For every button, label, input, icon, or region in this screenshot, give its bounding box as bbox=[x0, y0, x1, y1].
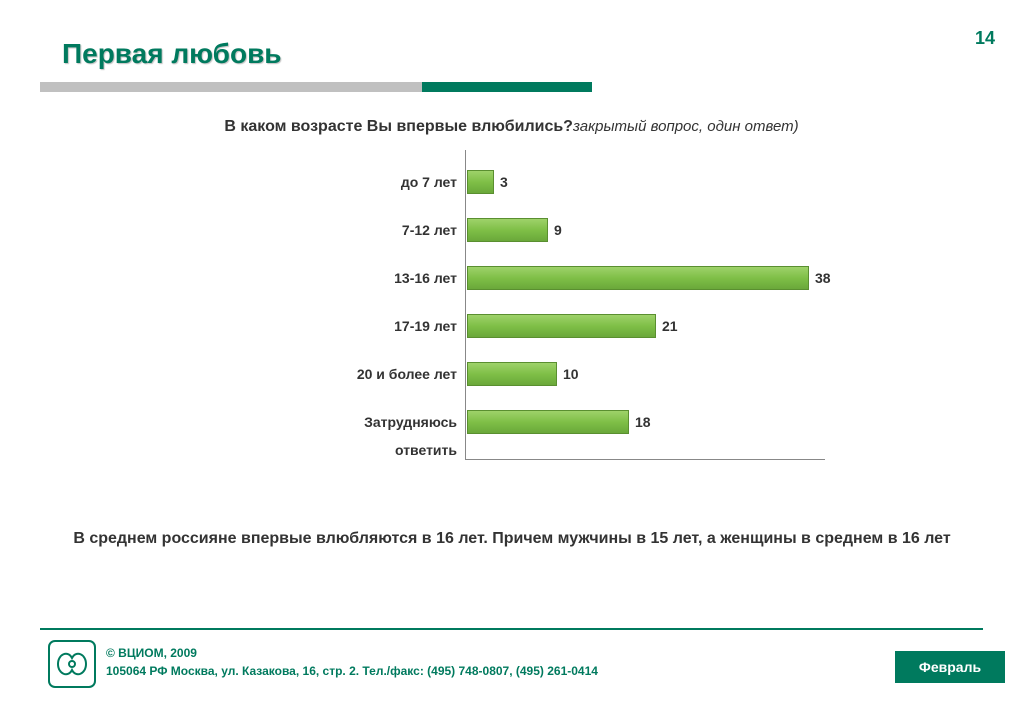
chart-row-label: до 7 лет bbox=[305, 168, 457, 196]
chart-row-value: 10 bbox=[563, 360, 579, 388]
chart-bar bbox=[467, 170, 494, 194]
vciom-logo-icon bbox=[48, 640, 96, 688]
title-underline bbox=[40, 82, 592, 92]
summary-text: В среднем россияне впервые влюбляются в … bbox=[62, 528, 962, 550]
chart-row-value: 18 bbox=[635, 408, 651, 436]
question-text: В каком возрасте Вы впервые влюбились?за… bbox=[0, 118, 1023, 136]
chart-axis-x bbox=[465, 459, 825, 460]
slide: 14 Первая любовь В каком возрасте Вы впе… bbox=[0, 0, 1023, 708]
chart-row-value: 3 bbox=[500, 168, 508, 196]
question-main: В каком возрасте Вы впервые влюбились? bbox=[224, 118, 573, 135]
chart-row-value: 9 bbox=[554, 216, 562, 244]
chart-row-value: 21 bbox=[662, 312, 678, 340]
chart-bar bbox=[467, 362, 557, 386]
underline-green bbox=[422, 82, 592, 92]
slide-title: Первая любовь bbox=[62, 38, 282, 70]
chart-row-label: 7-12 лет bbox=[305, 216, 457, 244]
chart-row-label: Затрудняюсь ответить bbox=[305, 408, 457, 464]
chart-row: 7-12 лет 9 bbox=[305, 216, 865, 244]
chart-row: Затрудняюсь ответить18 bbox=[305, 408, 865, 436]
question-note: закрытый вопрос, один ответ) bbox=[573, 118, 799, 135]
chart-row-label: 20 и более лет bbox=[305, 360, 457, 388]
chart-bar bbox=[467, 218, 548, 242]
chart-row: 13-16 лет 38 bbox=[305, 264, 865, 292]
chart-row: до 7 лет 3 bbox=[305, 168, 865, 196]
chart-row-label: 17-19 лет bbox=[305, 312, 457, 340]
underline-gray bbox=[40, 82, 422, 92]
chart-row: 20 и более лет 10 bbox=[305, 360, 865, 388]
footer-month-badge: Февраль bbox=[895, 651, 1005, 683]
chart-row: 17-19 лет 21 bbox=[305, 312, 865, 340]
chart-bar bbox=[467, 266, 809, 290]
bar-chart: до 7 лет 3 7-12 лет 9 13-16 лет 38 17-19 лет 21… bbox=[305, 150, 865, 460]
chart-row-label: 13-16 лет bbox=[305, 264, 457, 292]
chart-bar bbox=[467, 410, 629, 434]
chart-bar bbox=[467, 314, 656, 338]
chart-row-value: 38 bbox=[815, 264, 831, 292]
footer-divider bbox=[40, 628, 983, 630]
footer-copyright: © ВЦИОМ, 2009 bbox=[106, 646, 197, 660]
footer-address: 105064 РФ Москва, ул. Казакова, 16, стр.… bbox=[106, 664, 598, 678]
page-number: 14 bbox=[975, 28, 995, 49]
